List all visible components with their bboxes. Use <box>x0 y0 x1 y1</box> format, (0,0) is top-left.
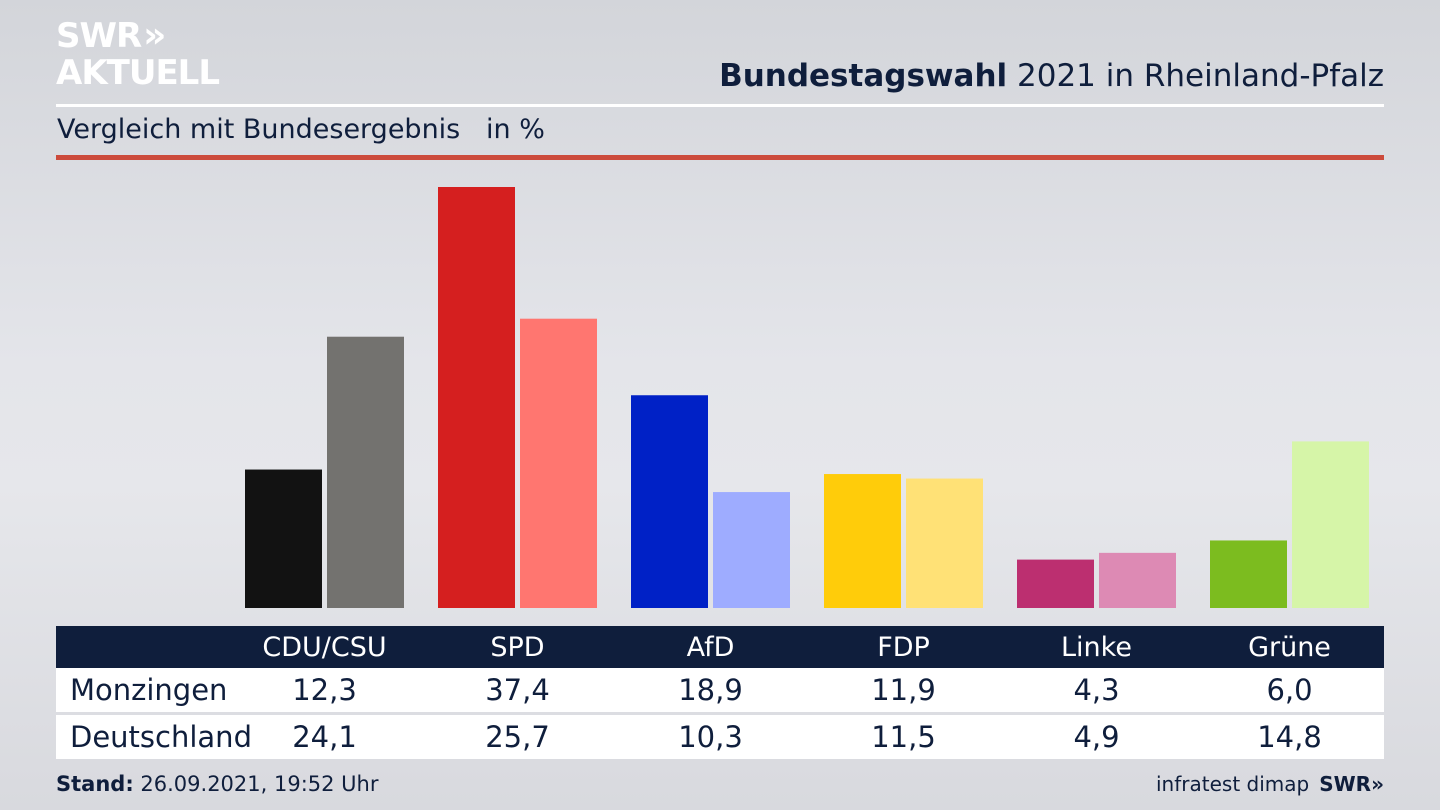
value-cell: 4,9 <box>1073 720 1120 754</box>
value-cell: 11,5 <box>871 720 936 754</box>
column-header: SPD <box>490 631 545 663</box>
source-credit: infratest dimap SWR» <box>1156 772 1384 796</box>
bar-monzingen-grüne <box>1210 540 1287 608</box>
stand-label: Stand: <box>56 772 134 796</box>
swr-brand-logo: SWR» <box>1319 772 1384 796</box>
bar-monzingen-linke <box>1017 559 1094 608</box>
bar-deutschland-cdu-csu <box>327 336 404 608</box>
chart-subtitle: Vergleich mit Bundesergebnis in % <box>57 114 545 145</box>
value-cell: 18,9 <box>678 673 743 707</box>
column-header: Linke <box>1061 631 1132 663</box>
value-cell: 6,0 <box>1266 673 1313 707</box>
swr-aktuell-logo: SWR» AKTUELL <box>56 16 220 93</box>
bar-monzingen-cdu-csu <box>245 469 322 608</box>
value-cell: 37,4 <box>485 673 550 707</box>
bar-monzingen-fdp <box>824 474 901 608</box>
value-cell: 10,3 <box>678 720 743 754</box>
subtitle-divider <box>56 155 1384 160</box>
bar-deutschland-spd <box>520 318 597 608</box>
stand-value: 26.09.2021, 19:52 Uhr <box>133 772 379 796</box>
results-table: CDU/CSU SPD AfD FDP Linke Grüne Monzingen 12,… <box>56 626 1384 759</box>
chart-title-rest: 2021 in Rheinland-Pfalz <box>1007 58 1384 94</box>
bar-deutschland-afd <box>713 492 790 608</box>
bar-deutschland-linke <box>1099 552 1176 608</box>
chart-title: Bundestagswahl 2021 in Rheinland-Pfalz <box>719 58 1384 94</box>
bar-monzingen-afd <box>631 395 708 608</box>
bar-deutschland-fdp <box>906 478 983 608</box>
value-cell: 25,7 <box>485 720 550 754</box>
bar-chart <box>245 187 1369 608</box>
value-cell: 14,8 <box>1257 720 1322 754</box>
logo-swr-text: SWR <box>56 16 142 56</box>
table-row: Deutschland 24,1 25,7 10,3 11,5 4,9 14,8 <box>56 715 1384 759</box>
column-header: FDP <box>877 631 930 663</box>
source-text: infratest dimap <box>1156 772 1310 796</box>
column-header: CDU/CSU <box>262 631 387 663</box>
title-divider <box>56 104 1384 107</box>
table-header: CDU/CSU SPD AfD FDP Linke Grüne <box>56 626 1384 668</box>
column-header: AfD <box>686 631 735 663</box>
logo-aktuell-text: AKTUELL <box>56 53 220 93</box>
row-label: Deutschland <box>70 720 252 754</box>
timestamp: Stand: 26.09.2021, 19:52 Uhr <box>56 772 379 796</box>
row-label: Monzingen <box>70 673 228 707</box>
bar-deutschland-grüne <box>1292 441 1369 608</box>
bar-monzingen-spd <box>438 187 515 608</box>
column-header: Grüne <box>1248 631 1331 663</box>
value-cell: 11,9 <box>871 673 936 707</box>
value-cell: 12,3 <box>292 673 357 707</box>
value-cell: 24,1 <box>292 720 357 754</box>
value-cell: 4,3 <box>1073 673 1120 707</box>
chart-title-bold: Bundestagswahl <box>719 58 1008 94</box>
table-row: Monzingen 12,3 37,4 18,9 11,9 4,3 6,0 <box>56 668 1384 712</box>
